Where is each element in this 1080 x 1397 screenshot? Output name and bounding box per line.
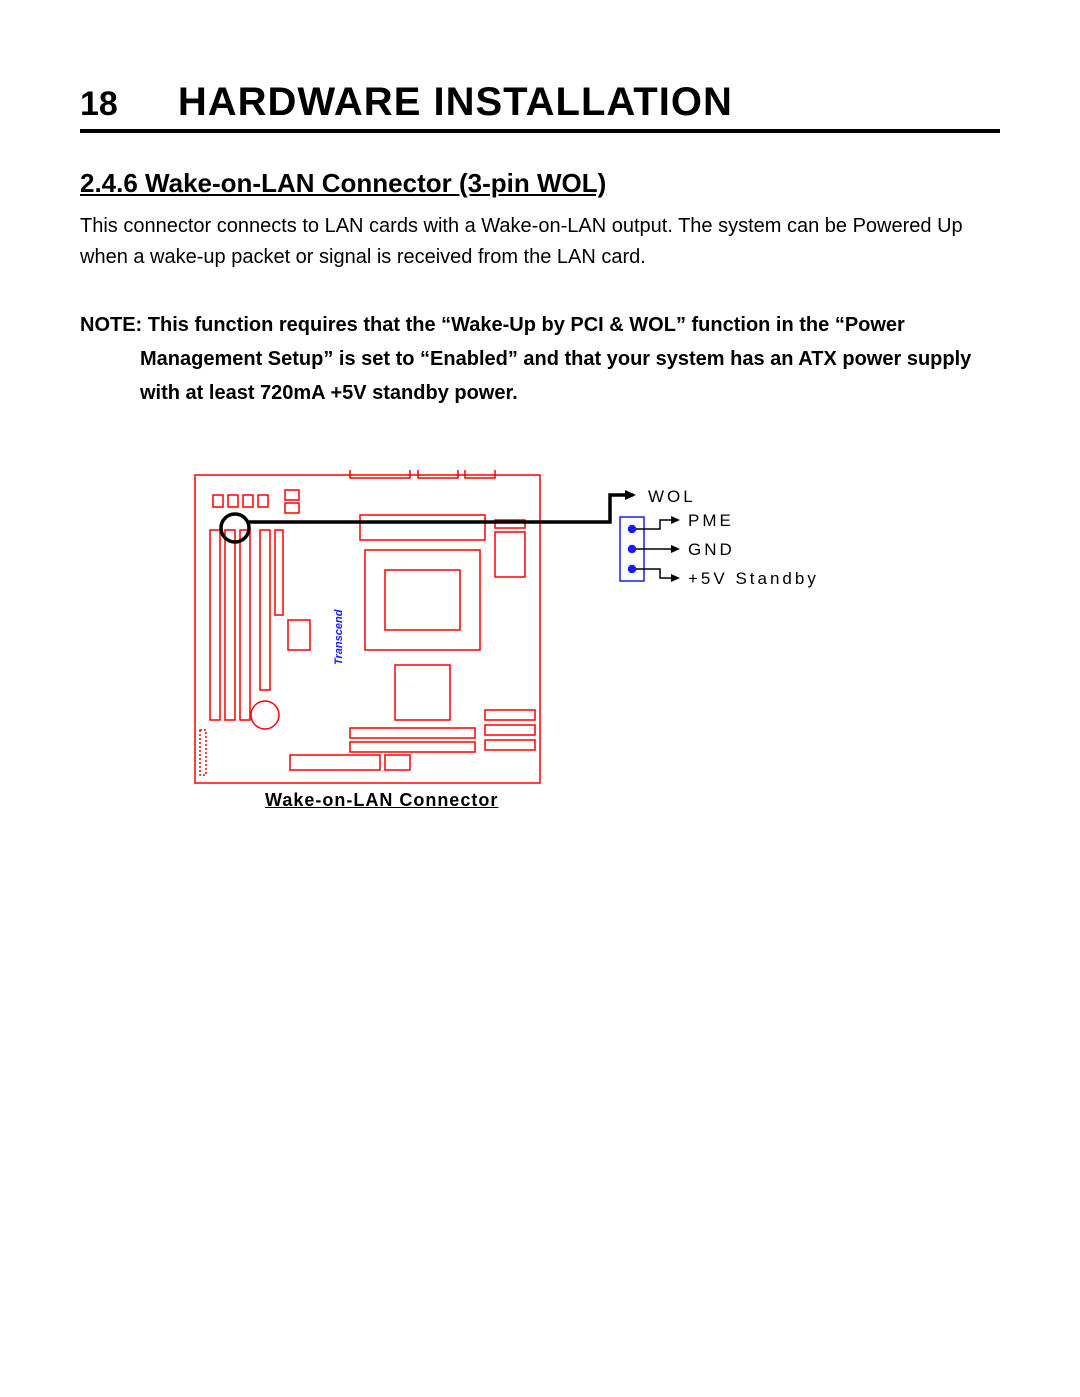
note-block: NOTE: This function requires that the “W… <box>80 308 1000 410</box>
wol-label: WOL <box>648 487 696 507</box>
manual-page: 18 HARDWARE INSTALLATION 2.4.6 Wake-on-L… <box>0 0 1080 1397</box>
section-title: 2.4.6 Wake-on-LAN Connector (3-pin WOL) <box>80 168 1000 199</box>
pin-label-1: PME <box>688 511 734 531</box>
section-body: This connector connects to LAN cards wit… <box>80 211 1000 273</box>
wol-diagram: Transcend WOL PME GND +5V Standby Wake-o… <box>170 470 1080 850</box>
chapter-title: HARDWARE INSTALLATION <box>178 80 733 125</box>
page-header: 18 HARDWARE INSTALLATION <box>80 80 1000 133</box>
brand-label: Transcend <box>333 610 345 665</box>
page-number: 18 <box>80 85 118 124</box>
pin-label-3: +5V Standby <box>688 569 819 589</box>
diagram-caption: Wake-on-LAN Connector <box>265 790 498 811</box>
pin-label-2: GND <box>688 540 735 560</box>
